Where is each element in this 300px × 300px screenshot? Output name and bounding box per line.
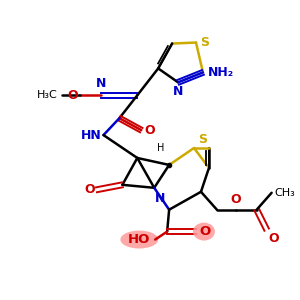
Text: O: O [67, 89, 78, 102]
Text: O: O [199, 225, 210, 238]
Text: O: O [230, 193, 241, 206]
Text: N: N [173, 85, 183, 98]
Text: HN: HN [81, 129, 101, 142]
Text: N: N [96, 77, 107, 90]
Text: S: S [200, 36, 209, 49]
Text: HO: HO [128, 233, 151, 246]
Text: O: O [268, 232, 279, 244]
Ellipse shape [193, 223, 215, 241]
Text: H₃C: H₃C [37, 90, 58, 100]
Text: H: H [157, 143, 164, 153]
Text: NH₂: NH₂ [208, 66, 234, 79]
Text: N: N [155, 192, 166, 205]
Text: CH₃: CH₃ [274, 188, 296, 198]
Ellipse shape [120, 231, 158, 248]
Text: O: O [144, 124, 155, 136]
Text: O: O [84, 183, 94, 196]
Text: S: S [198, 133, 207, 146]
